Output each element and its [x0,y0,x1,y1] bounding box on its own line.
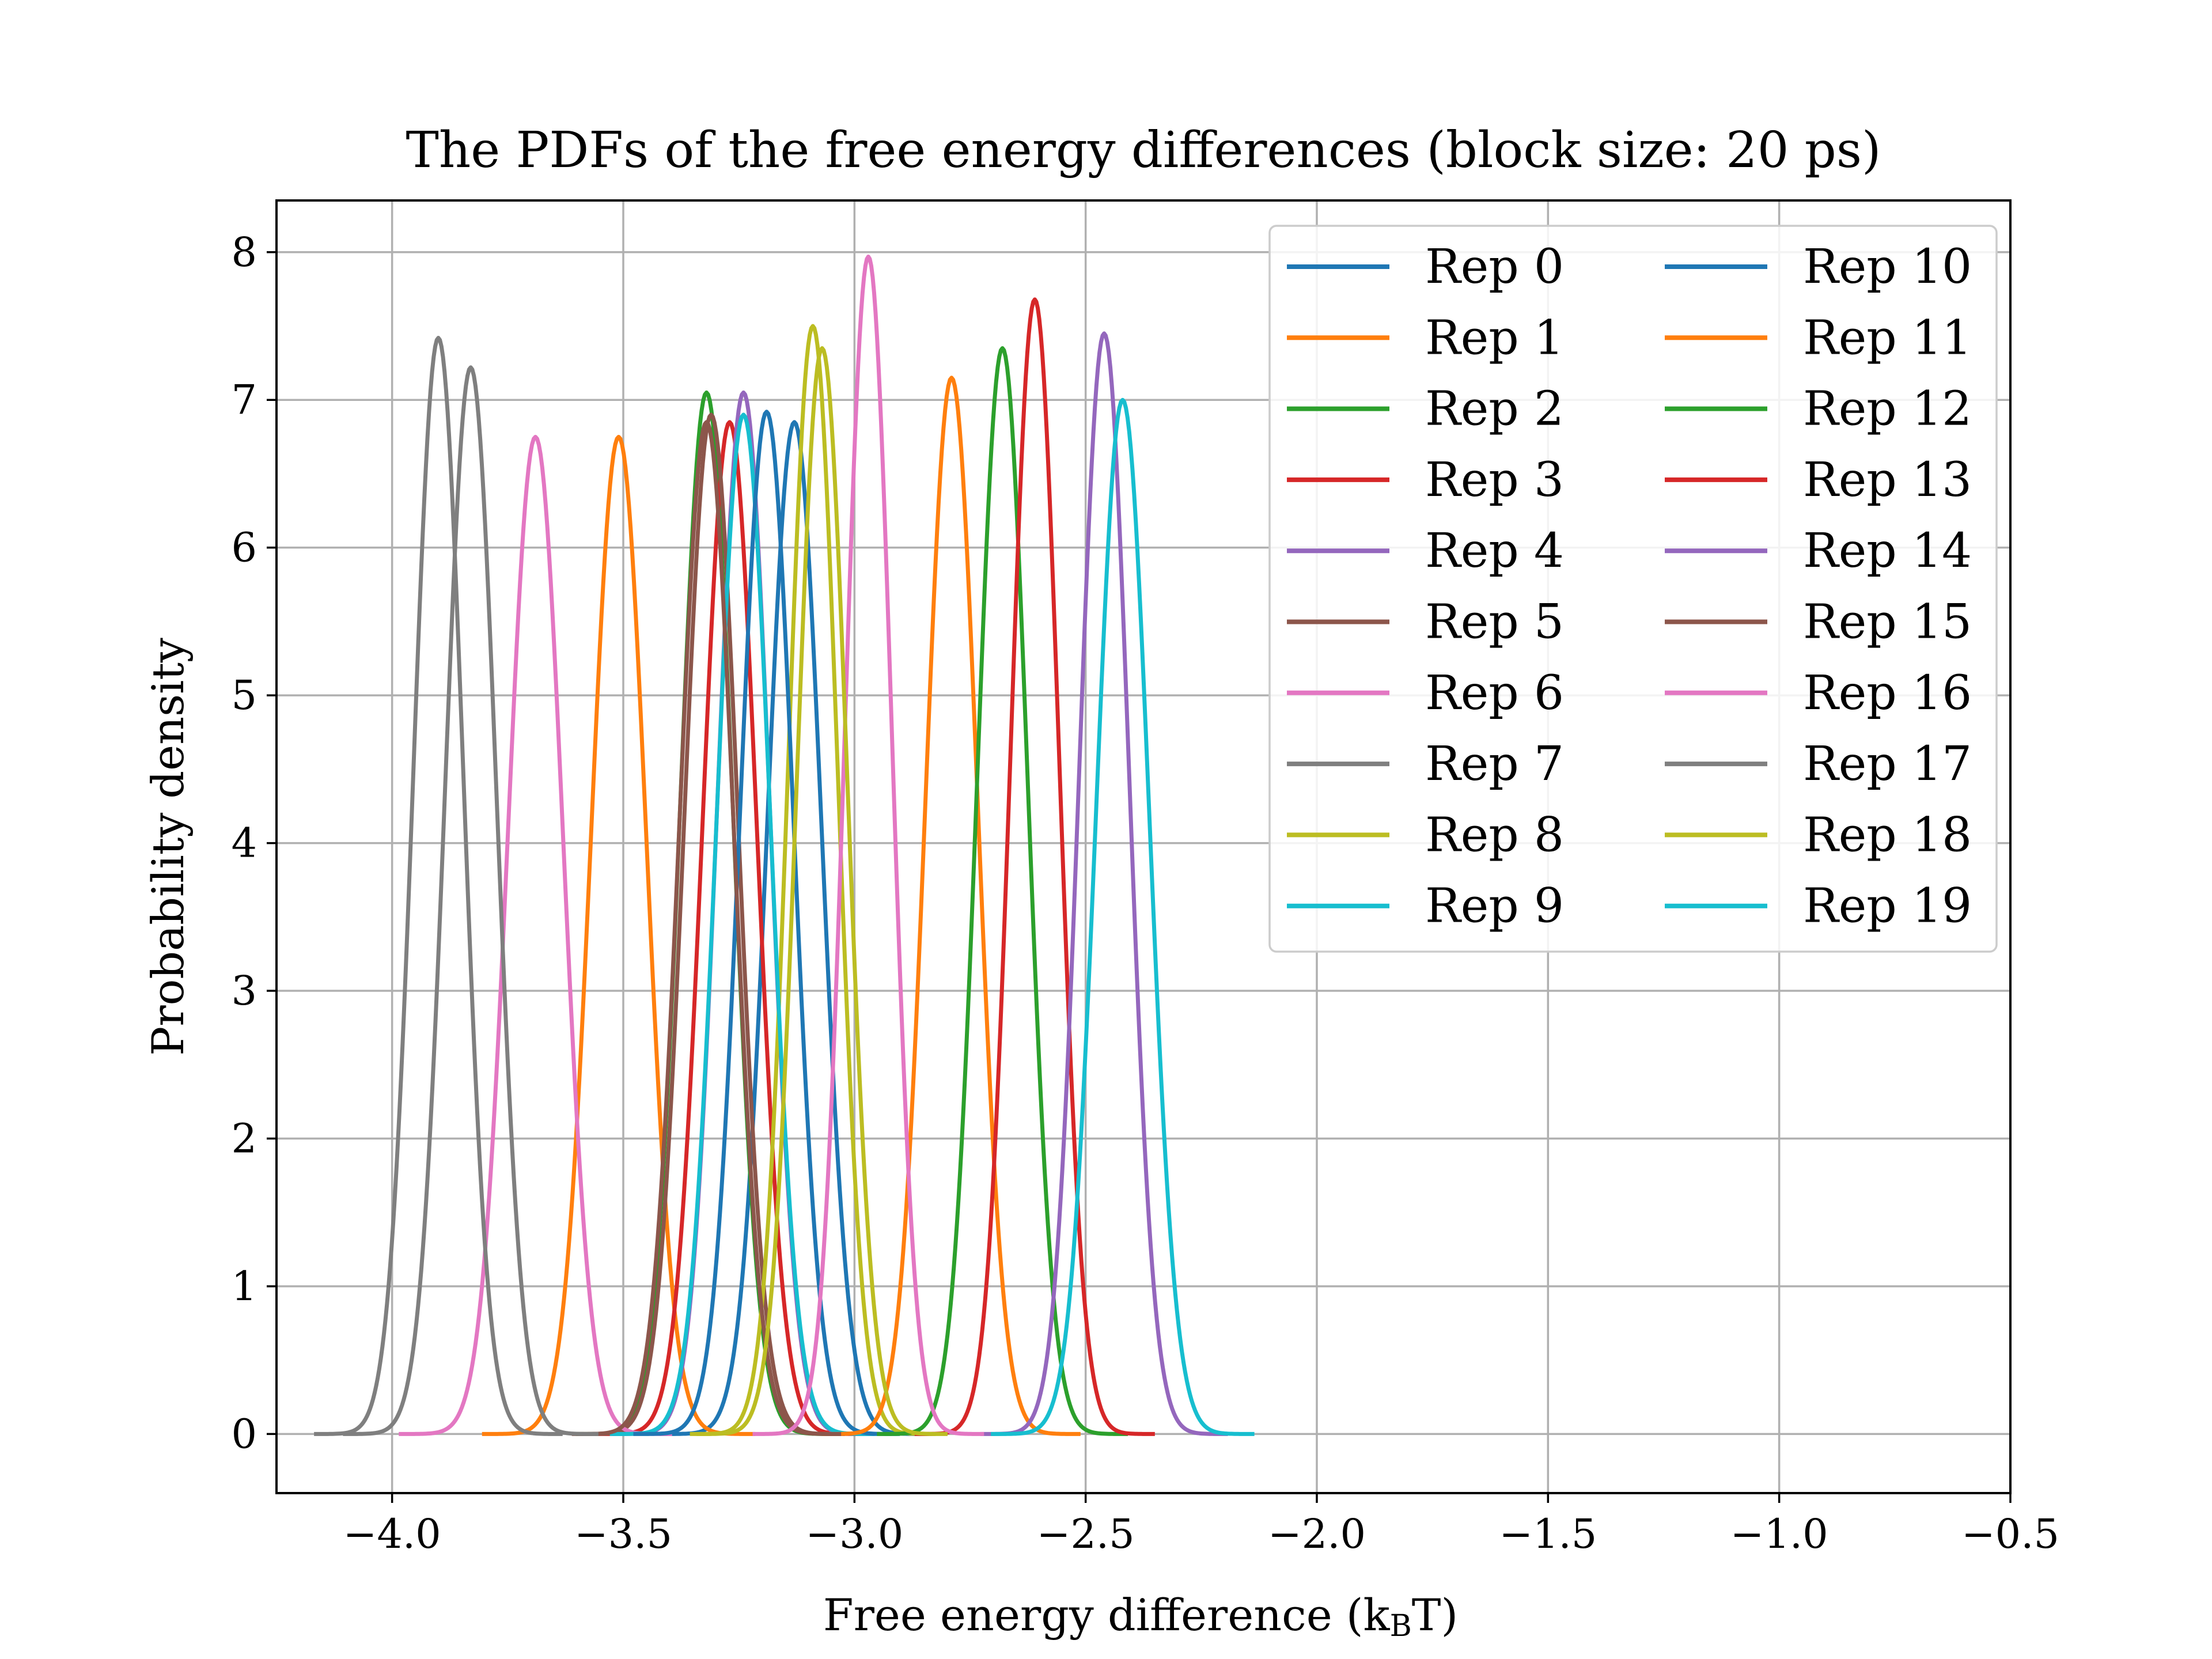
legend-item: Rep 16 [1665,666,1972,721]
legend-item: Rep 2 [1287,382,1564,437]
y-tick-label: 6 [231,524,257,571]
legend-label: Rep 3 [1425,453,1564,507]
x-tick-label: −2.5 [1037,1510,1135,1558]
x-tick-label: −3.5 [574,1510,672,1558]
series-line-rep-6 [398,434,673,1436]
y-tick-label: 4 [231,820,257,867]
legend-label: Rep 4 [1425,524,1564,578]
legend-item: Rep 11 [1665,310,1972,365]
series-line-rep-0 [659,420,930,1436]
legend-label: Rep 19 [1803,879,1972,934]
y-tick-label: 7 [231,376,257,423]
plot-frame [275,199,2012,1494]
legend-label: Rep 14 [1803,524,1972,578]
chart-title: The PDFs of the free energy differences … [406,122,1881,179]
legend-label: Rep 9 [1425,879,1564,934]
series-line-rep-19 [990,397,1255,1436]
series-line-rep-7 [313,336,563,1436]
legend-item: Rep 9 [1287,879,1564,934]
y-tick-label: 0 [231,1410,257,1457]
legend-item: Rep 14 [1665,524,1972,578]
x-tick-label: −3.0 [805,1510,903,1558]
legend-label: Rep 18 [1803,808,1972,862]
series-line-rep-8 [689,324,937,1436]
legend-item: Rep 8 [1287,808,1564,862]
legend-item: Rep 13 [1665,453,1972,507]
y-tick-label: 1 [231,1263,257,1310]
x-axis-label-main: Free energy difference (k [823,1589,1391,1641]
x-axis-label-subscript: B [1390,1609,1412,1643]
x-tick-label: −0.5 [1961,1510,2059,1558]
legend-label: Rep 0 [1425,240,1564,294]
series-line-rep-13 [914,297,1156,1436]
legend-label: Rep 1 [1425,310,1564,365]
legend-label: Rep 8 [1425,808,1564,862]
series-line-rep-1 [482,434,756,1436]
x-tick-label: −1.0 [1730,1510,1828,1558]
y-tick-label: 2 [231,1115,257,1162]
legend-item: Rep 0 [1287,240,1564,294]
series-line-rep-18 [696,346,948,1436]
x-axis-label: Free energy difference (kBT) [823,1589,1458,1643]
y-axis-label: Probability density [142,638,194,1056]
legend-label: Rep 17 [1803,737,1972,791]
legend-label: Rep 15 [1803,595,1972,650]
series-line-rep-14 [980,331,1229,1436]
series-line-rep-15 [571,420,842,1436]
legend-item: Rep 17 [1665,737,1972,791]
legend-item: Rep 19 [1665,879,1972,934]
legend-item: Rep 10 [1665,240,1972,294]
series-line-rep-12 [876,346,1128,1436]
legend-box [1268,225,1998,953]
legend-item: Rep 3 [1287,453,1564,507]
legend-label: Rep 12 [1803,382,1972,437]
legend-item: Rep 15 [1665,595,1972,650]
legend-label: Rep 13 [1803,453,1972,507]
legend-item: Rep 6 [1287,666,1564,721]
legend-item: Rep 5 [1287,595,1564,650]
legend-label: Rep 5 [1425,595,1564,650]
legend-label: Rep 10 [1803,240,1972,294]
y-tick-label: 8 [231,229,257,276]
legend-label: Rep 16 [1803,666,1972,721]
legend-label: Rep 7 [1425,737,1564,791]
legend-label: Rep 2 [1425,382,1564,437]
legend-label: Rep 6 [1425,666,1564,721]
y-tick-label: 5 [231,672,257,719]
series-line-rep-9 [609,412,878,1436]
legend: Rep 0 Rep 1 Rep 2 Rep 3 Rep 4 Rep 5 Rep 6 Rep 7… [1268,225,1998,953]
legend-label: Rep 11 [1803,310,1972,365]
series-line-rep-10 [632,410,900,1436]
legend-item: Rep 7 [1287,737,1564,791]
legend-item: Rep 1 [1287,310,1564,365]
plot-series [313,254,1255,1436]
y-tick-label: 3 [231,967,257,1014]
legend-item: Rep 12 [1665,382,1972,437]
axis-ticks: −4.0 −3.5 −3.0 −2.5 −2.0 −1.5 −1.0 −0.5 0 1 2 3 4 5 6 7… [231,229,2059,1558]
series-line-rep-16 [752,254,985,1436]
legend-item: Rep 18 [1665,808,1972,862]
x-axis-label-end: T) [1412,1589,1458,1641]
x-tick-label: −4.0 [343,1510,441,1558]
series-line-rep-17 [342,365,599,1436]
series-line-rep-3 [594,420,865,1436]
x-tick-label: −2.0 [1268,1510,1366,1558]
x-tick-label: −1.5 [1499,1510,1597,1558]
legend-item: Rep 4 [1287,524,1564,578]
